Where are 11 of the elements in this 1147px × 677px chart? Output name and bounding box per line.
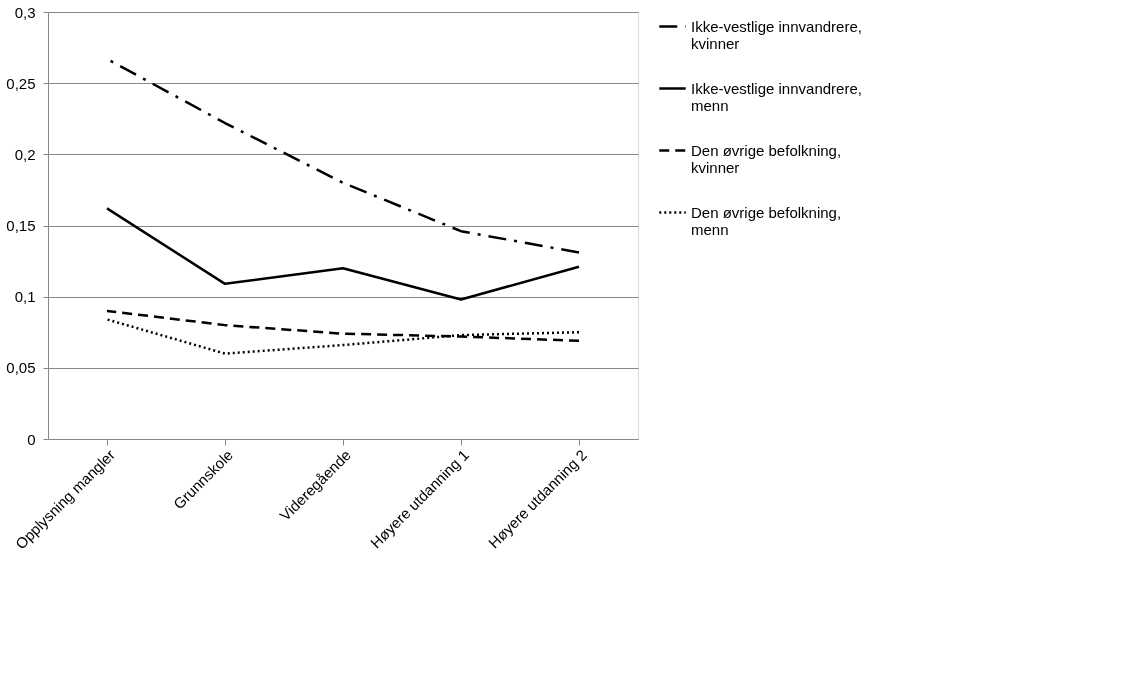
legend-label: Ikke-vestlige innvandrere, kvinner — [691, 17, 862, 52]
y-tick-label: 0,3 — [14, 3, 36, 21]
y-tick-label: 0,05 — [6, 359, 36, 377]
y-tick-label: 0 — [27, 430, 36, 448]
y-tick-label: 0,2 — [14, 145, 36, 163]
legend-label: Ikke-vestlige innvandrere, menn — [691, 79, 862, 114]
y-tick-label: 0,25 — [6, 74, 36, 92]
y-tick-label: 0,15 — [6, 217, 36, 234]
y-tick-label: 0,1 — [14, 288, 36, 306]
legend-label: Den øvrige befolkning, kvinner — [691, 141, 842, 176]
legend-label: Den øvrige befolkning, menn — [691, 203, 842, 238]
